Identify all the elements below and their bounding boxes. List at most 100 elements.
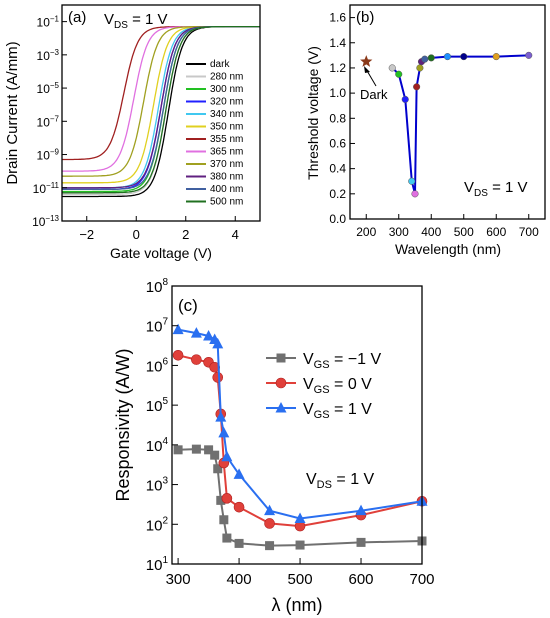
- panel-c-chart: 300 400 500 600 700 101 102 103 104 105 106 107 108…: [113, 277, 435, 615]
- panel-c-data-point: [218, 426, 230, 438]
- panel-c-data-point: [219, 515, 229, 525]
- panel-c-x-tick-label: 600: [349, 571, 374, 588]
- panel-c-data-point: [173, 445, 183, 455]
- panel-a-series-line: [62, 25, 260, 194]
- panel-a-x-axis-label: Gate voltage (V): [110, 245, 212, 261]
- panel-b-y-tick-label: 1.2: [329, 61, 346, 75]
- panel-b-data-point: [413, 83, 421, 91]
- panel-b-threshold-line: [391, 54, 529, 195]
- panel-b-data-point: [460, 53, 468, 61]
- panel-c-data-point: [190, 327, 202, 338]
- panel-c-annotation: VDS = 1 V: [306, 471, 375, 491]
- panel-a-legend-label: 355 nm: [210, 134, 243, 145]
- panel-b-y-tick-label: 0.2: [329, 187, 346, 201]
- panel-c-data-point: [233, 501, 245, 513]
- panel-b-y-tick-label: 0.4: [329, 162, 346, 176]
- panel-a-y-tick-label: 10−5: [37, 81, 60, 96]
- panel-c-y-tick-label: 102: [146, 515, 169, 534]
- panel-c-data-point: [213, 464, 223, 474]
- panel-b-data-point: [388, 64, 396, 72]
- panel-c-data-point: [221, 450, 233, 462]
- panel-c-data-point: [233, 468, 245, 479]
- panel-a-y-tick-label: 10−11: [33, 181, 60, 196]
- panel-a-annotation: VDS = 1 V: [104, 11, 168, 31]
- panel-c-data-point: [264, 518, 275, 529]
- panel-b-x-tick-label: 500: [454, 225, 474, 239]
- panel-c-data-point: [212, 337, 224, 349]
- panel-b-label: (b): [356, 9, 374, 26]
- panel-c-data-point: [265, 541, 275, 551]
- panel-c-x-tick-label: 500: [288, 571, 313, 588]
- panel-b-data-point: [492, 53, 500, 61]
- panel-b-y-tick-label: 0.6: [329, 136, 346, 150]
- panel-b-frame: [349, 4, 546, 220]
- panel-c-data-point: [356, 537, 366, 547]
- panel-a-x-tick-label: −2: [79, 227, 94, 242]
- panel-b-x-tick-label: 400: [421, 225, 441, 239]
- panel-c-x-axis-label: λ (nm): [272, 595, 323, 615]
- panel-b-data-point: [395, 70, 403, 78]
- panel-a-legend-label: 365 nm: [210, 147, 243, 158]
- panel-a-y-tick-label: 10−3: [37, 48, 60, 63]
- panel-a-legend-label: 370 nm: [210, 159, 243, 170]
- panel-b-y-tick-label: 0.0: [329, 212, 346, 226]
- panel-c-data-point: [191, 354, 202, 365]
- panel-c-data-point: [221, 493, 233, 504]
- panel-a-legend-label: 400 nm: [210, 184, 243, 195]
- panel-a-legend-label: 300 nm: [210, 84, 243, 95]
- panel-c-y-tick-label: 108: [146, 277, 169, 296]
- panel-a-chart: −2 0 2 4 10−13 10−11 10−9 10−7 10−5 10−3 10−1 (a)…: [4, 4, 261, 261]
- panel-c-y-tick-label: 107: [146, 317, 169, 336]
- panel-c-data-point: [210, 450, 220, 460]
- panel-b-data-point: [416, 64, 424, 72]
- panel-c-frame: [171, 285, 423, 565]
- panel-c-label: (c): [178, 296, 198, 315]
- panel-b-x-tick-label: 300: [389, 225, 409, 239]
- panel-b-y-tick-label: 1.6: [329, 11, 346, 25]
- panel-b-annotation: VDS = 1 V: [464, 179, 528, 199]
- panel-b-x-tick-label: 600: [486, 225, 506, 239]
- panel-c-data-point: [203, 330, 215, 341]
- panel-b-data-point: [411, 190, 419, 198]
- panel-c-data-point: [191, 444, 201, 454]
- panel-c-series-line: [177, 328, 423, 520]
- panel-a-y-tick-label: 10−13: [32, 214, 59, 229]
- panel-c-legend-label: VGS = −1 V: [303, 351, 382, 371]
- panel-a-x-tick-label: 2: [182, 227, 189, 242]
- panel-a-x-tick-label: 4: [232, 227, 239, 242]
- panel-c-legend-label: VGS = 0 V: [303, 376, 372, 396]
- panel-c-x-tick-label: 300: [166, 571, 191, 588]
- panel-c-data-point: [294, 512, 306, 523]
- panel-a-legend-label: 380 nm: [210, 172, 243, 183]
- panel-b-x-axis-label: Wavelength (nm): [395, 241, 501, 257]
- panel-c-data-point: [295, 540, 305, 550]
- panel-b-data-point: [421, 55, 429, 63]
- panel-b-y-axis-label: Threshold voltage (V): [305, 46, 321, 180]
- panel-c-data-point: [355, 504, 367, 516]
- panel-c-y-axis-label: Responsivity (A/W): [113, 348, 133, 501]
- panel-b-dark-star: [360, 55, 373, 67]
- panel-c-y-tick-label: 104: [146, 436, 169, 455]
- panel-a-x-tick-label: 0: [133, 227, 140, 242]
- panel-c-x-tick-label: 400: [227, 571, 252, 588]
- panel-c-legend-marker: [275, 377, 287, 389]
- panel-c-data-point: [216, 495, 226, 505]
- panel-c-y-tick-label: 103: [146, 476, 169, 495]
- panel-c-data-point: [172, 349, 184, 361]
- panel-a-legend-label: 350 nm: [210, 122, 243, 133]
- panel-c-y-tick-label: 101: [146, 555, 169, 574]
- panel-c-x-tick-label: 700: [409, 571, 434, 588]
- panel-b-y-tick-label: 1.0: [329, 86, 346, 100]
- panel-a-y-tick-label: 10−1: [37, 15, 60, 30]
- panel-c-y-tick-label: 105: [146, 396, 169, 415]
- panel-c-data-point: [212, 372, 224, 383]
- panel-a-label: (a): [68, 9, 86, 26]
- panel-c-data-point: [222, 533, 232, 543]
- panel-c-y-tick-label: 106: [146, 356, 169, 375]
- panel-b-data-point: [401, 95, 409, 103]
- panel-c-data-point: [172, 323, 184, 335]
- panel-a-y-tick-label: 10−9: [37, 148, 60, 163]
- panel-a-legend-label: 280 nm: [210, 72, 243, 83]
